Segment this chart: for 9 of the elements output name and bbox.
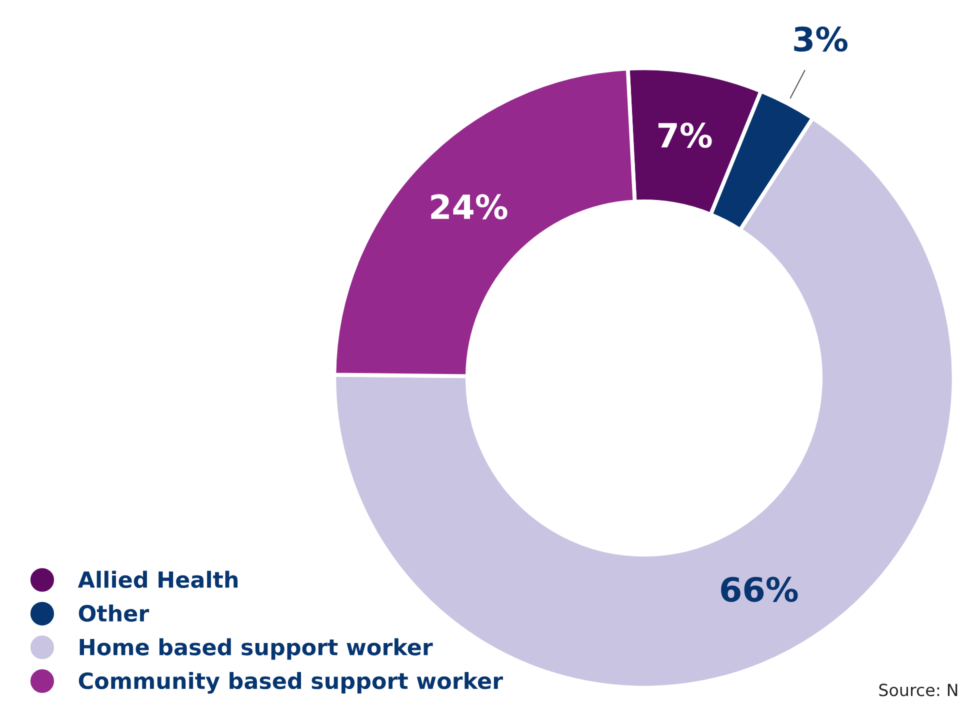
legend-label: Community based support worker bbox=[78, 672, 503, 694]
data-label: 7% bbox=[658, 122, 712, 148]
legend-label: Allied Health bbox=[78, 570, 238, 588]
data-label: 3% bbox=[794, 26, 848, 52]
data-label: 66% bbox=[721, 576, 798, 602]
legend-label: Home based support worker bbox=[80, 638, 433, 660]
data-label: 24% bbox=[431, 194, 508, 220]
source-note: Source: N bbox=[879, 684, 958, 696]
legend-label: Other bbox=[78, 604, 150, 622]
